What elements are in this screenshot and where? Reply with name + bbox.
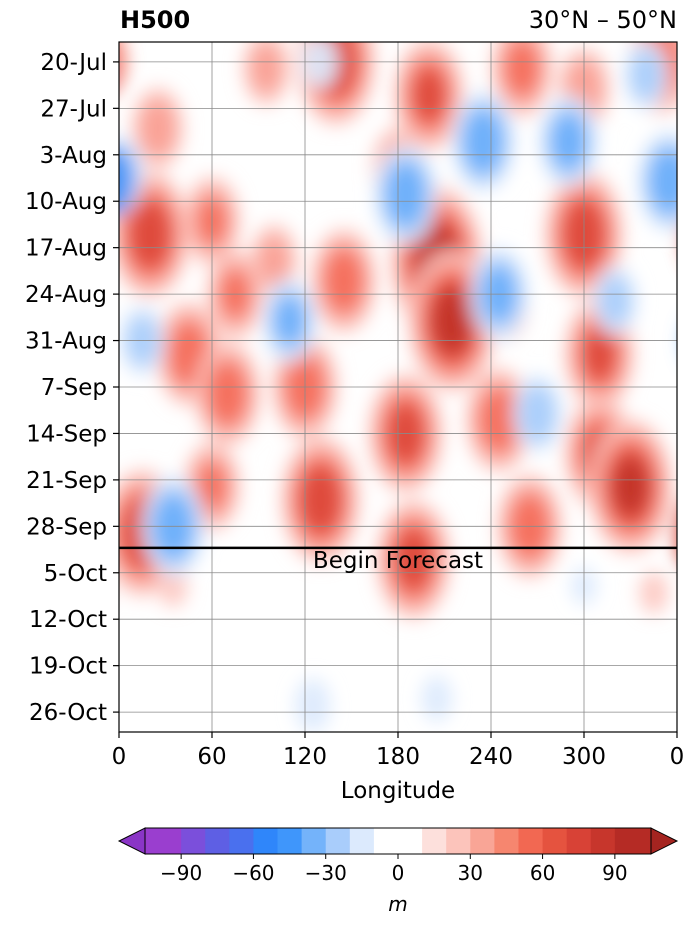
anomaly-cell: [479, 388, 519, 452]
anomaly-cell: [129, 200, 171, 269]
colorbar-segment: [518, 828, 544, 854]
anomaly-cell: [463, 110, 503, 173]
anomaly-cell: [258, 236, 290, 286]
anomaly-cell: [250, 43, 283, 94]
anomaly-cell: [583, 327, 616, 380]
anomaly-field: [119, 42, 697, 732]
anomaly-cell: [639, 571, 668, 614]
colorbar-segment: [422, 828, 447, 854]
anomaly-cell: [159, 564, 188, 608]
anomaly-cell: [674, 514, 677, 552]
anomaly-cell: [302, 42, 339, 89]
forecast-label: Begin Forecast: [313, 548, 483, 574]
y-tick-label: 7-Sep: [41, 375, 107, 401]
anomaly-cell: [504, 42, 540, 96]
colorbar-tick-label: −60: [232, 861, 274, 885]
colorbar-tick-label: 30: [458, 861, 483, 885]
anomaly-cell: [295, 678, 331, 732]
y-tick-label: 28-Sep: [26, 514, 107, 540]
colorbar-segment: [301, 828, 327, 854]
y-tick-label: 17-Aug: [25, 236, 107, 262]
anomaly-cell: [395, 529, 432, 590]
x-tick-label: 120: [283, 744, 327, 770]
y-tick-label: 19-Oct: [29, 654, 107, 680]
colorbar-segment: [253, 828, 279, 854]
x-tick-label: 240: [469, 744, 513, 770]
y-tick-label: 14-Sep: [26, 421, 107, 447]
anomaly-cell: [551, 114, 586, 169]
anomaly-cell: [649, 150, 677, 213]
colorbar-segment: [494, 828, 519, 854]
colorbar-extend-high: [650, 827, 679, 855]
colorbar-segment: [470, 828, 495, 854]
x-tick-label: 60: [197, 744, 226, 770]
colorbar-segment: [277, 828, 303, 854]
anomaly-cell: [599, 275, 631, 326]
anomaly-cell: [630, 50, 662, 101]
colorbar-segment: [542, 828, 568, 854]
colorbar-segment: [181, 828, 206, 854]
x-tick-label: 300: [562, 744, 606, 770]
anomaly-cell: [386, 163, 426, 226]
anomaly-cell: [299, 465, 342, 534]
title-right: 30°N – 50°N: [528, 6, 677, 34]
colorbar-segment: [145, 828, 182, 854]
colorbar-tick-label: −90: [160, 861, 202, 885]
anomaly-cell: [169, 322, 209, 386]
x-tick-label: 0: [670, 744, 685, 770]
anomaly-cell: [683, 314, 697, 367]
colorbar-segment: [325, 828, 351, 854]
anomaly-cell: [421, 675, 452, 722]
anomaly-cell: [432, 288, 473, 354]
colorbar-segment: [373, 828, 423, 854]
y-tick-label: 26-Oct: [29, 700, 107, 726]
y-tick-label: 31-Aug: [25, 329, 107, 355]
y-tick-label: 10-Aug: [25, 189, 107, 215]
anomaly-cell: [139, 99, 177, 158]
colorbar-segment: [349, 828, 375, 854]
x-tick-label: 180: [376, 744, 420, 770]
colorbar-tick-label: −30: [305, 861, 347, 885]
title-left: H500: [120, 6, 191, 34]
anomaly-cell: [274, 297, 305, 344]
x-axis-label: Longitude: [341, 778, 455, 804]
anomaly-cell: [207, 362, 248, 425]
colorbar-segment: [205, 828, 230, 854]
colorbar-segment: [614, 828, 652, 854]
colorbar-extend-low: [117, 827, 146, 855]
anomaly-cell: [682, 192, 697, 276]
y-tick-label: 5-Oct: [44, 561, 107, 587]
colorbar-label: m: [388, 892, 407, 916]
colorbar: [117, 827, 679, 855]
colorbar-ticks: −90 −60 −30 0 30 60 90: [160, 854, 628, 885]
colorbar-segment: [590, 828, 616, 854]
colorbar-tick-label: 0: [392, 861, 405, 885]
x-axis: 0 60 120 180 240 300 0: [112, 732, 685, 770]
colorbar-tick-label: 90: [602, 861, 627, 885]
anomaly-cell: [119, 148, 134, 215]
y-axis: 20-Jul 27-Jul 3-Aug 10-Aug 17-Aug 24-Aug 31-Au…: [25, 50, 119, 726]
y-tick-label: 12-Oct: [29, 607, 107, 633]
colorbar-segment: [446, 828, 471, 854]
y-tick-label: 24-Aug: [25, 282, 107, 308]
anomaly-cell: [324, 249, 364, 313]
anomaly-cell: [612, 457, 649, 516]
colorbar-tick-label: 60: [530, 861, 555, 885]
colorbar-segment: [229, 828, 254, 854]
y-tick-label: 20-Jul: [40, 50, 107, 76]
anomaly-cell: [119, 42, 126, 88]
anomaly-cell: [412, 69, 446, 121]
anomaly-cell: [519, 384, 556, 443]
y-tick-label: 27-Jul: [40, 96, 107, 122]
colorbar-segment: [566, 828, 592, 854]
y-tick-label: 3-Aug: [40, 143, 107, 169]
y-tick-label: 21-Sep: [26, 468, 107, 494]
x-tick-label: 0: [112, 744, 127, 770]
